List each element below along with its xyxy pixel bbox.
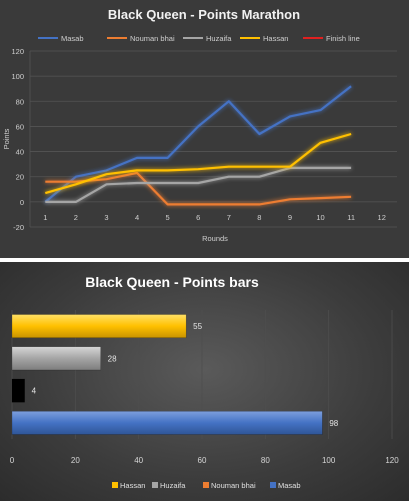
line-chart-title: Black Queen - Points Marathon [108,7,300,22]
bar-legend-swatch [203,482,209,488]
legend-item-hassan: Hassan [240,34,288,43]
bar-x-tick-label: 100 [322,456,336,465]
line-x-tick-label: 1 [43,213,47,222]
bar-value-label: 55 [193,322,202,331]
line-y-tick-label: 80 [16,97,24,106]
points-bars-chart: Black Queen - Points bars 55 28 4 98 0 20 40 6… [10,274,399,490]
bar-legend-swatch [270,482,276,488]
bar-value-label: 98 [329,419,338,428]
bar-masab [11,411,323,435]
bar-legend-label: Masab [278,481,301,490]
line-x-tick-label: 3 [104,213,108,222]
legend-label: Hassan [263,34,288,43]
bar-legend-item-nouman-bhai: Nouman bhai [203,481,256,490]
line-x-tick-label: 7 [227,213,231,222]
bar-x-tick-label: 0 [10,456,15,465]
line-y-tick-label: 0 [20,198,24,207]
bar-legend-swatch [152,482,158,488]
line-chart-y-ticks: -20 0 20 40 60 80 100 120 [11,47,24,232]
bar-x-tick-label: 120 [385,456,399,465]
line-y-tick-label: 120 [11,47,24,56]
line-x-tick-label: 10 [316,213,324,222]
legend-item-finish-line: Finish line [303,34,360,43]
points-marathon-panel: Black Queen - Points Marathon Masab Nouma… [0,0,409,258]
legend-label: Nouman bhai [130,34,175,43]
line-y-tick-label: 60 [16,122,24,131]
line-chart-x-ticks: 1 2 3 4 5 6 7 8 9 10 11 12 [43,213,386,222]
bar-legend-label: Nouman bhai [211,481,256,490]
legend-item-nouman-bhai: Nouman bhai [107,34,175,43]
line-y-tick-label: 40 [16,148,24,157]
bar-hassan [11,314,187,338]
line-x-tick-label: 11 [347,213,355,222]
line-y-tick-label: 100 [11,72,24,81]
bar-legend-swatch [112,482,118,488]
bar-legend-label: Huzaifa [160,481,186,490]
bar-value-label: 4 [32,387,37,396]
bar-legend-item-masab: Masab [270,481,301,490]
series-line-huzaifa [45,166,352,203]
line-x-tick-label: 6 [196,213,200,222]
bar-x-tick-label: 20 [71,456,80,465]
series-line-hassan [44,132,352,195]
line-x-tick-label: 9 [288,213,292,222]
bar-legend-item-hassan: Hassan [112,481,145,490]
points-marathon-chart: Black Queen - Points Marathon Masab Nouma… [2,7,397,243]
line-x-tick-label: 2 [74,213,78,222]
legend-label: Finish line [326,34,360,43]
legend-label: Huzaifa [206,34,232,43]
line-x-tick-label: 8 [257,213,261,222]
line-x-tick-label: 12 [378,213,386,222]
series-line-nouman-bhai [45,171,352,206]
line-chart-grid [29,50,397,228]
line-chart-x-axis-label: Rounds [202,234,228,243]
line-chart-legend: Masab Nouman bhai Huzaifa Hassan Finish line [38,34,360,43]
line-y-tick-label: 20 [16,173,24,182]
bar-nouman-bhai [11,378,25,403]
line-x-tick-label: 4 [135,213,139,222]
legend-item-masab: Masab [38,34,84,43]
bar-value-label: 28 [108,354,117,363]
points-bars-panel: Black Queen - Points bars 55 28 4 98 0 20 40 6… [0,262,409,501]
bar-chart-title: Black Queen - Points bars [85,274,259,290]
bar-legend-label: Hassan [120,481,145,490]
bar-x-tick-label: 60 [198,456,207,465]
bar-chart-x-ticks: 0 20 40 60 80 100 120 [10,456,399,465]
line-chart-y-axis-label: Points [2,128,11,149]
line-x-tick-label: 5 [166,213,170,222]
bar-chart-legend: Hassan Huzaifa Nouman bhai Masab [112,481,301,490]
bar-legend-item-huzaifa: Huzaifa [152,481,186,490]
series-line-masab [44,85,352,203]
bar-huzaifa [11,346,101,371]
bar-x-tick-label: 40 [134,456,143,465]
line-chart-series [44,74,382,206]
legend-label: Masab [61,34,84,43]
legend-item-huzaifa: Huzaifa [183,34,232,43]
line-y-tick-label: -20 [13,223,24,232]
bar-x-tick-label: 80 [261,456,270,465]
bar-chart-bars: 55 28 4 98 [11,314,339,435]
